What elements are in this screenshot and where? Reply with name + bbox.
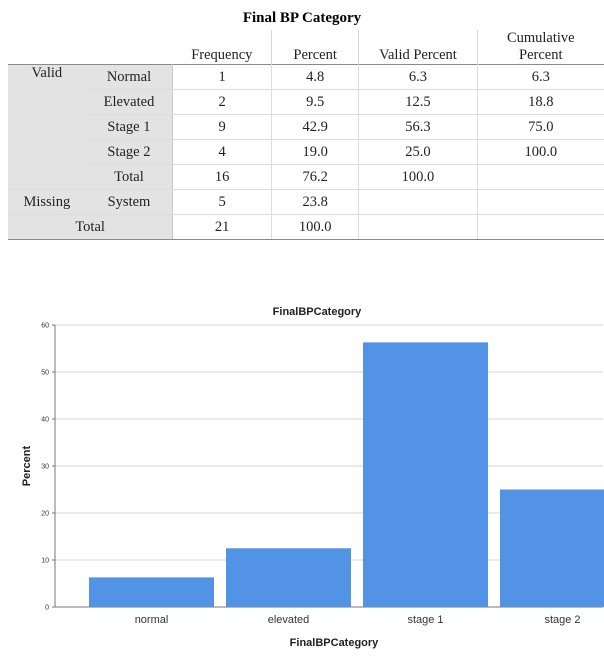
chart-title: FinalBPCategory xyxy=(272,306,362,318)
table-row: Elevated 2 9.5 12.5 18.8 xyxy=(8,89,604,115)
cell-cumulative: 18.8 xyxy=(477,89,604,115)
cell-cumulative: 75.0 xyxy=(477,114,604,140)
cell-percent: 19.0 xyxy=(271,139,360,165)
cell-cumulative xyxy=(477,214,604,240)
bar xyxy=(500,489,604,607)
cell-percent: 76.2 xyxy=(271,164,360,190)
table-header-row: Frequency Percent Valid Percent Cumulati… xyxy=(8,30,604,65)
cell-valid-percent: 56.3 xyxy=(358,114,478,140)
bar xyxy=(89,577,214,607)
bar xyxy=(226,548,351,607)
x-tick-label: stage 1 xyxy=(407,614,443,626)
table-row: Missing System 5 23.8 xyxy=(8,189,604,215)
cell-valid-percent: 12.5 xyxy=(358,89,478,115)
table-row: Stage 1 9 42.9 56.3 75.0 xyxy=(8,114,604,140)
cell-cumulative: 6.3 xyxy=(477,64,604,90)
cell-frequency: 9 xyxy=(172,114,272,140)
table-row: Stage 2 4 19.0 25.0 100.0 xyxy=(8,139,604,165)
cell-frequency: 1 xyxy=(172,64,272,90)
x-tick-label: normal xyxy=(135,614,169,626)
header-cumulative-line2: Percent xyxy=(519,47,563,63)
row-label: Stage 1 xyxy=(85,114,174,140)
table-row: Valid Normal 1 4.8 6.3 6.3 xyxy=(8,64,604,190)
header-frequency: Frequency xyxy=(172,30,272,65)
cell-frequency: 4 xyxy=(172,139,272,165)
table-title: Final BP Category xyxy=(242,10,362,26)
group-total: Total xyxy=(8,214,174,240)
frequency-table: Frequency Percent Valid Percent Cumulati… xyxy=(8,30,604,240)
x-tick-label: elevated xyxy=(268,614,310,626)
cell-cumulative: 100.0 xyxy=(477,139,604,165)
cell-cumulative xyxy=(477,189,604,215)
row-label: Stage 2 xyxy=(85,139,174,165)
cell-valid-percent: 6.3 xyxy=(358,64,478,90)
y-tick-label: 50 xyxy=(41,370,49,377)
header-valid-percent: Valid Percent xyxy=(358,30,478,65)
row-label: Normal xyxy=(85,64,174,90)
cell-valid-percent: 100.0 xyxy=(358,164,478,190)
cell-cumulative xyxy=(477,164,604,190)
cell-percent: 100.0 xyxy=(271,214,360,240)
cell-valid-percent xyxy=(358,214,478,240)
y-tick-label: 40 xyxy=(41,417,49,424)
group-missing: Missing xyxy=(8,189,86,215)
header-cumulative-line1: Cumulative xyxy=(506,30,575,46)
y-tick-label: 20 xyxy=(41,511,49,518)
row-label: Elevated xyxy=(85,89,174,115)
cell-percent: 9.5 xyxy=(271,89,360,115)
cell-frequency: 21 xyxy=(172,214,272,240)
cell-frequency: 16 xyxy=(172,164,272,190)
cell-percent: 23.8 xyxy=(271,189,360,215)
table-row: Total 16 76.2 100.0 xyxy=(8,164,604,190)
header-cumulative-percent: Cumulative Percent xyxy=(477,30,604,65)
y-tick-label: 0 xyxy=(45,605,49,612)
cell-valid-percent xyxy=(358,189,478,215)
y-tick-label: 60 xyxy=(41,323,49,330)
row-label: System xyxy=(85,189,174,215)
cell-valid-percent: 25.0 xyxy=(358,139,478,165)
row-label: Total xyxy=(85,164,174,190)
y-tick-label: 30 xyxy=(41,464,49,471)
table-row: Total 21 100.0 xyxy=(8,214,604,240)
cell-frequency: 2 xyxy=(172,89,272,115)
group-valid: Valid xyxy=(8,64,86,190)
cell-percent: 42.9 xyxy=(271,114,360,140)
cell-frequency: 5 xyxy=(172,189,272,215)
y-axis-label: Percent xyxy=(21,445,33,486)
x-tick-label: stage 2 xyxy=(544,614,580,626)
y-tick-label: 10 xyxy=(41,558,49,565)
bar xyxy=(363,342,488,607)
x-axis-label: FinalBPCategory xyxy=(290,637,380,649)
cell-percent: 4.8 xyxy=(271,64,360,90)
header-percent: Percent xyxy=(271,30,360,65)
